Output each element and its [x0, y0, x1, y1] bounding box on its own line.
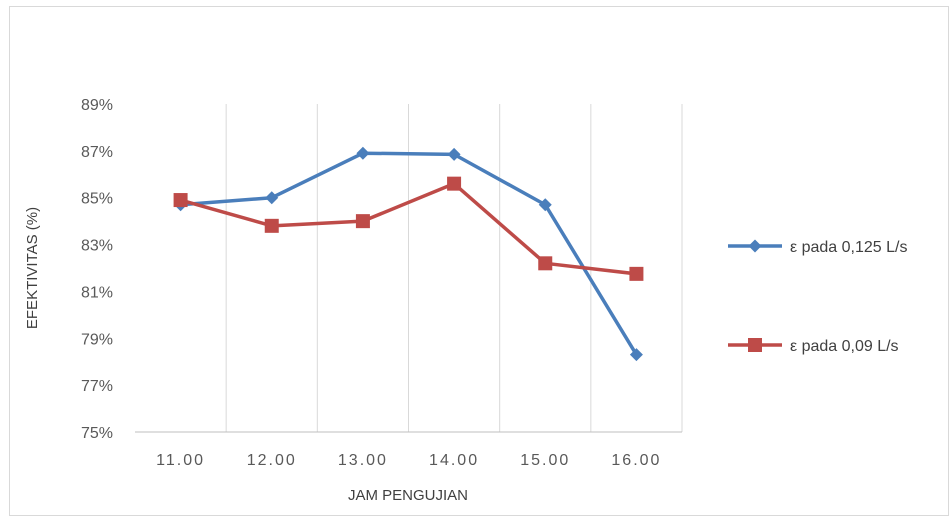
y-axis-ticks: 75% 77% 79% 81% 83% 85% 87% 89% [81, 97, 113, 442]
square-marker [264, 218, 279, 233]
legend-label: ε pada 0,125 L/s [790, 239, 907, 256]
legend: ε pada 0,125 L/s ε pada 0,09 L/s [728, 239, 907, 355]
series-line [180, 151, 638, 356]
y-tick-label: 87% [81, 144, 113, 161]
y-axis-title: EFEKTIVITAS (%) [24, 207, 41, 329]
y-tick-label: 75% [81, 425, 113, 442]
x-tick-label: 15.00 [520, 452, 570, 469]
diamond-marker [265, 191, 279, 205]
legend-item: ε pada 0,09 L/s [728, 338, 899, 355]
square-marker [447, 176, 462, 191]
chart-area [9, 6, 949, 516]
legend-label: ε pada 0,09 L/s [790, 338, 899, 355]
square-marker [538, 256, 553, 271]
x-tick-label: 12.00 [247, 452, 297, 469]
x-tick-label: 14.00 [429, 452, 479, 469]
diamond-marker [538, 198, 552, 212]
diamond-marker [629, 348, 643, 362]
x-tick-label: 11.00 [156, 452, 205, 469]
diamond-marker [447, 147, 461, 161]
y-tick-label: 85% [81, 191, 113, 208]
square-marker [629, 266, 644, 281]
x-tick-label: 13.00 [338, 452, 388, 469]
square-marker [355, 214, 370, 229]
series [173, 146, 644, 362]
series-group [173, 176, 644, 281]
y-tick-label: 79% [81, 331, 113, 348]
x-tick-label: 16.00 [611, 452, 661, 469]
diamond-marker [356, 146, 370, 160]
y-tick-label: 89% [81, 97, 113, 114]
series-line [180, 181, 637, 276]
y-tick-label: 77% [81, 378, 113, 395]
y-tick-label: 83% [81, 238, 113, 255]
legend-item: ε pada 0,125 L/s [728, 239, 907, 256]
legend-marker [748, 338, 762, 352]
x-axis-ticks: 11.00 12.00 13.00 14.00 15.00 16.00 [156, 452, 661, 469]
y-tick-label: 81% [81, 284, 113, 301]
square-marker [173, 193, 188, 208]
legend-marker [748, 239, 762, 253]
x-axis-title: JAM PENGUJIAN [348, 487, 468, 504]
